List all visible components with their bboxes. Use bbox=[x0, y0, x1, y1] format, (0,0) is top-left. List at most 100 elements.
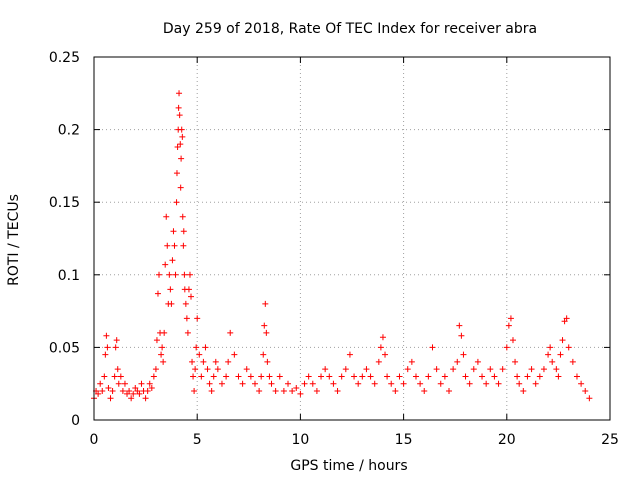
data-point bbox=[499, 366, 506, 373]
data-point bbox=[375, 358, 382, 365]
data-point bbox=[359, 373, 366, 380]
data-point bbox=[193, 344, 200, 351]
data-point bbox=[266, 373, 273, 380]
data-point bbox=[164, 242, 171, 249]
data-point bbox=[99, 387, 106, 394]
data-point bbox=[555, 373, 562, 380]
data-point bbox=[450, 366, 457, 373]
data-point bbox=[262, 300, 269, 307]
data-point bbox=[136, 390, 143, 397]
data-point bbox=[458, 332, 465, 339]
data-point bbox=[183, 315, 190, 322]
data-point bbox=[384, 373, 391, 380]
data-point bbox=[330, 380, 337, 387]
data-point bbox=[363, 366, 370, 373]
data-point bbox=[377, 344, 384, 351]
data-point bbox=[176, 112, 183, 119]
data-point bbox=[408, 358, 415, 365]
data-point bbox=[586, 395, 593, 402]
data-point bbox=[559, 337, 566, 344]
data-point bbox=[235, 373, 242, 380]
data-point bbox=[247, 373, 254, 380]
data-point bbox=[204, 366, 211, 373]
data-point bbox=[293, 385, 300, 392]
data-point bbox=[289, 387, 296, 394]
data-point bbox=[503, 344, 510, 351]
data-point bbox=[454, 358, 461, 365]
data-point bbox=[107, 395, 114, 402]
data-point bbox=[516, 380, 523, 387]
data-point bbox=[429, 344, 436, 351]
data-point bbox=[169, 257, 176, 264]
data-point bbox=[569, 358, 576, 365]
data-point bbox=[400, 380, 407, 387]
data-point bbox=[191, 387, 198, 394]
data-point bbox=[179, 213, 186, 220]
data-point bbox=[163, 213, 170, 220]
data-point bbox=[102, 351, 109, 358]
data-point bbox=[425, 373, 432, 380]
data-point bbox=[256, 387, 263, 394]
x-tick-label: 20 bbox=[498, 432, 516, 448]
data-point bbox=[557, 351, 564, 358]
ticks: 0 5 10 15 20 25 0 0.05 0.1 0.15 0.2 0.25 bbox=[49, 50, 619, 448]
data-point bbox=[326, 373, 333, 380]
data-point bbox=[208, 387, 215, 394]
data-point bbox=[104, 344, 111, 351]
data-point bbox=[441, 373, 448, 380]
data-point bbox=[487, 366, 494, 373]
data-point bbox=[170, 228, 177, 235]
data-point bbox=[301, 380, 308, 387]
x-tick-label: 15 bbox=[395, 432, 413, 448]
data-point bbox=[263, 329, 270, 336]
data-point bbox=[338, 373, 345, 380]
data-point bbox=[382, 351, 389, 358]
data-point bbox=[192, 366, 199, 373]
data-point bbox=[214, 366, 221, 373]
y-tick-label: 0.05 bbox=[49, 340, 80, 356]
data-point bbox=[305, 373, 312, 380]
data-point bbox=[507, 315, 514, 322]
y-axis-label: ROTI / TECUs bbox=[6, 194, 22, 286]
data-point bbox=[200, 358, 207, 365]
data-point bbox=[342, 366, 349, 373]
data-point bbox=[231, 351, 238, 358]
data-point bbox=[103, 332, 110, 339]
data-point bbox=[186, 271, 193, 278]
data-point bbox=[412, 373, 419, 380]
data-point bbox=[313, 387, 320, 394]
data-point bbox=[161, 329, 168, 336]
x-tick-label: 5 bbox=[193, 432, 202, 448]
data-point bbox=[212, 358, 219, 365]
data-point bbox=[532, 380, 539, 387]
data-points bbox=[91, 90, 593, 402]
data-point bbox=[280, 387, 287, 394]
data-point bbox=[318, 373, 325, 380]
data-point bbox=[309, 380, 316, 387]
data-point bbox=[276, 373, 283, 380]
x-tick-label: 0 bbox=[90, 432, 99, 448]
data-point bbox=[113, 337, 120, 344]
data-point bbox=[112, 344, 119, 351]
data-point bbox=[524, 373, 531, 380]
data-point bbox=[404, 366, 411, 373]
data-point bbox=[128, 395, 135, 402]
data-point bbox=[223, 373, 230, 380]
data-point bbox=[117, 373, 124, 380]
data-point bbox=[154, 290, 161, 297]
data-point bbox=[160, 358, 167, 365]
data-point bbox=[573, 373, 580, 380]
data-point bbox=[351, 373, 358, 380]
data-point bbox=[437, 380, 444, 387]
data-point bbox=[582, 387, 589, 394]
data-point bbox=[545, 351, 552, 358]
data-point bbox=[470, 366, 477, 373]
data-point bbox=[367, 373, 374, 380]
data-point bbox=[109, 387, 116, 394]
data-point bbox=[166, 271, 173, 278]
data-point bbox=[159, 344, 166, 351]
y-tick-label: 0.1 bbox=[58, 268, 80, 284]
data-point bbox=[396, 373, 403, 380]
data-point bbox=[162, 261, 169, 268]
y-tick-label: 0.2 bbox=[58, 123, 80, 139]
